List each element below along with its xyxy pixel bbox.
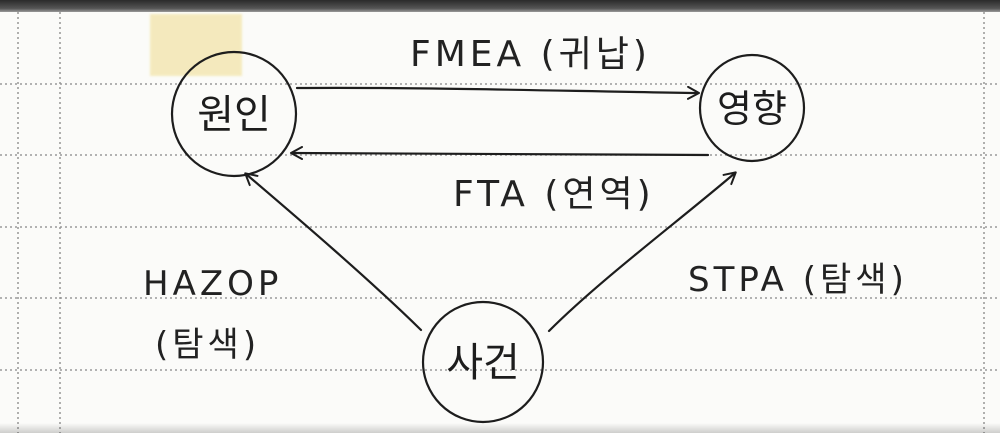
fmea-arrow <box>295 85 700 100</box>
node-cause-label: 원인 <box>197 92 271 138</box>
page-bottom-shadow <box>0 423 1000 433</box>
stpa-arrow <box>547 171 737 333</box>
arrows <box>244 85 737 333</box>
margin-lines <box>17 12 985 433</box>
node-circle <box>421 300 545 424</box>
page-top-edge <box>0 0 1000 12</box>
fta-arrow <box>290 146 710 161</box>
stpa-label: STPA (탐색) <box>688 260 908 300</box>
fmea-label: FMEA (귀납) <box>410 34 651 75</box>
hazop-arrow <box>244 172 423 332</box>
hazop-label-line2: (탐색) <box>155 325 260 365</box>
node-circle <box>170 50 298 178</box>
ruled-lines <box>0 83 1000 371</box>
node-effect-label: 영향 <box>717 87 787 131</box>
node-effect: 영향 <box>698 53 806 163</box>
node-event-label: 사건 <box>446 340 520 386</box>
node-event: 사건 <box>421 300 545 424</box>
node-cause: 원인 <box>170 50 298 178</box>
fta-label: FTA (연역) <box>453 174 655 215</box>
node-circle <box>698 53 806 163</box>
hazop-label-line1: HAZOP <box>143 264 282 304</box>
